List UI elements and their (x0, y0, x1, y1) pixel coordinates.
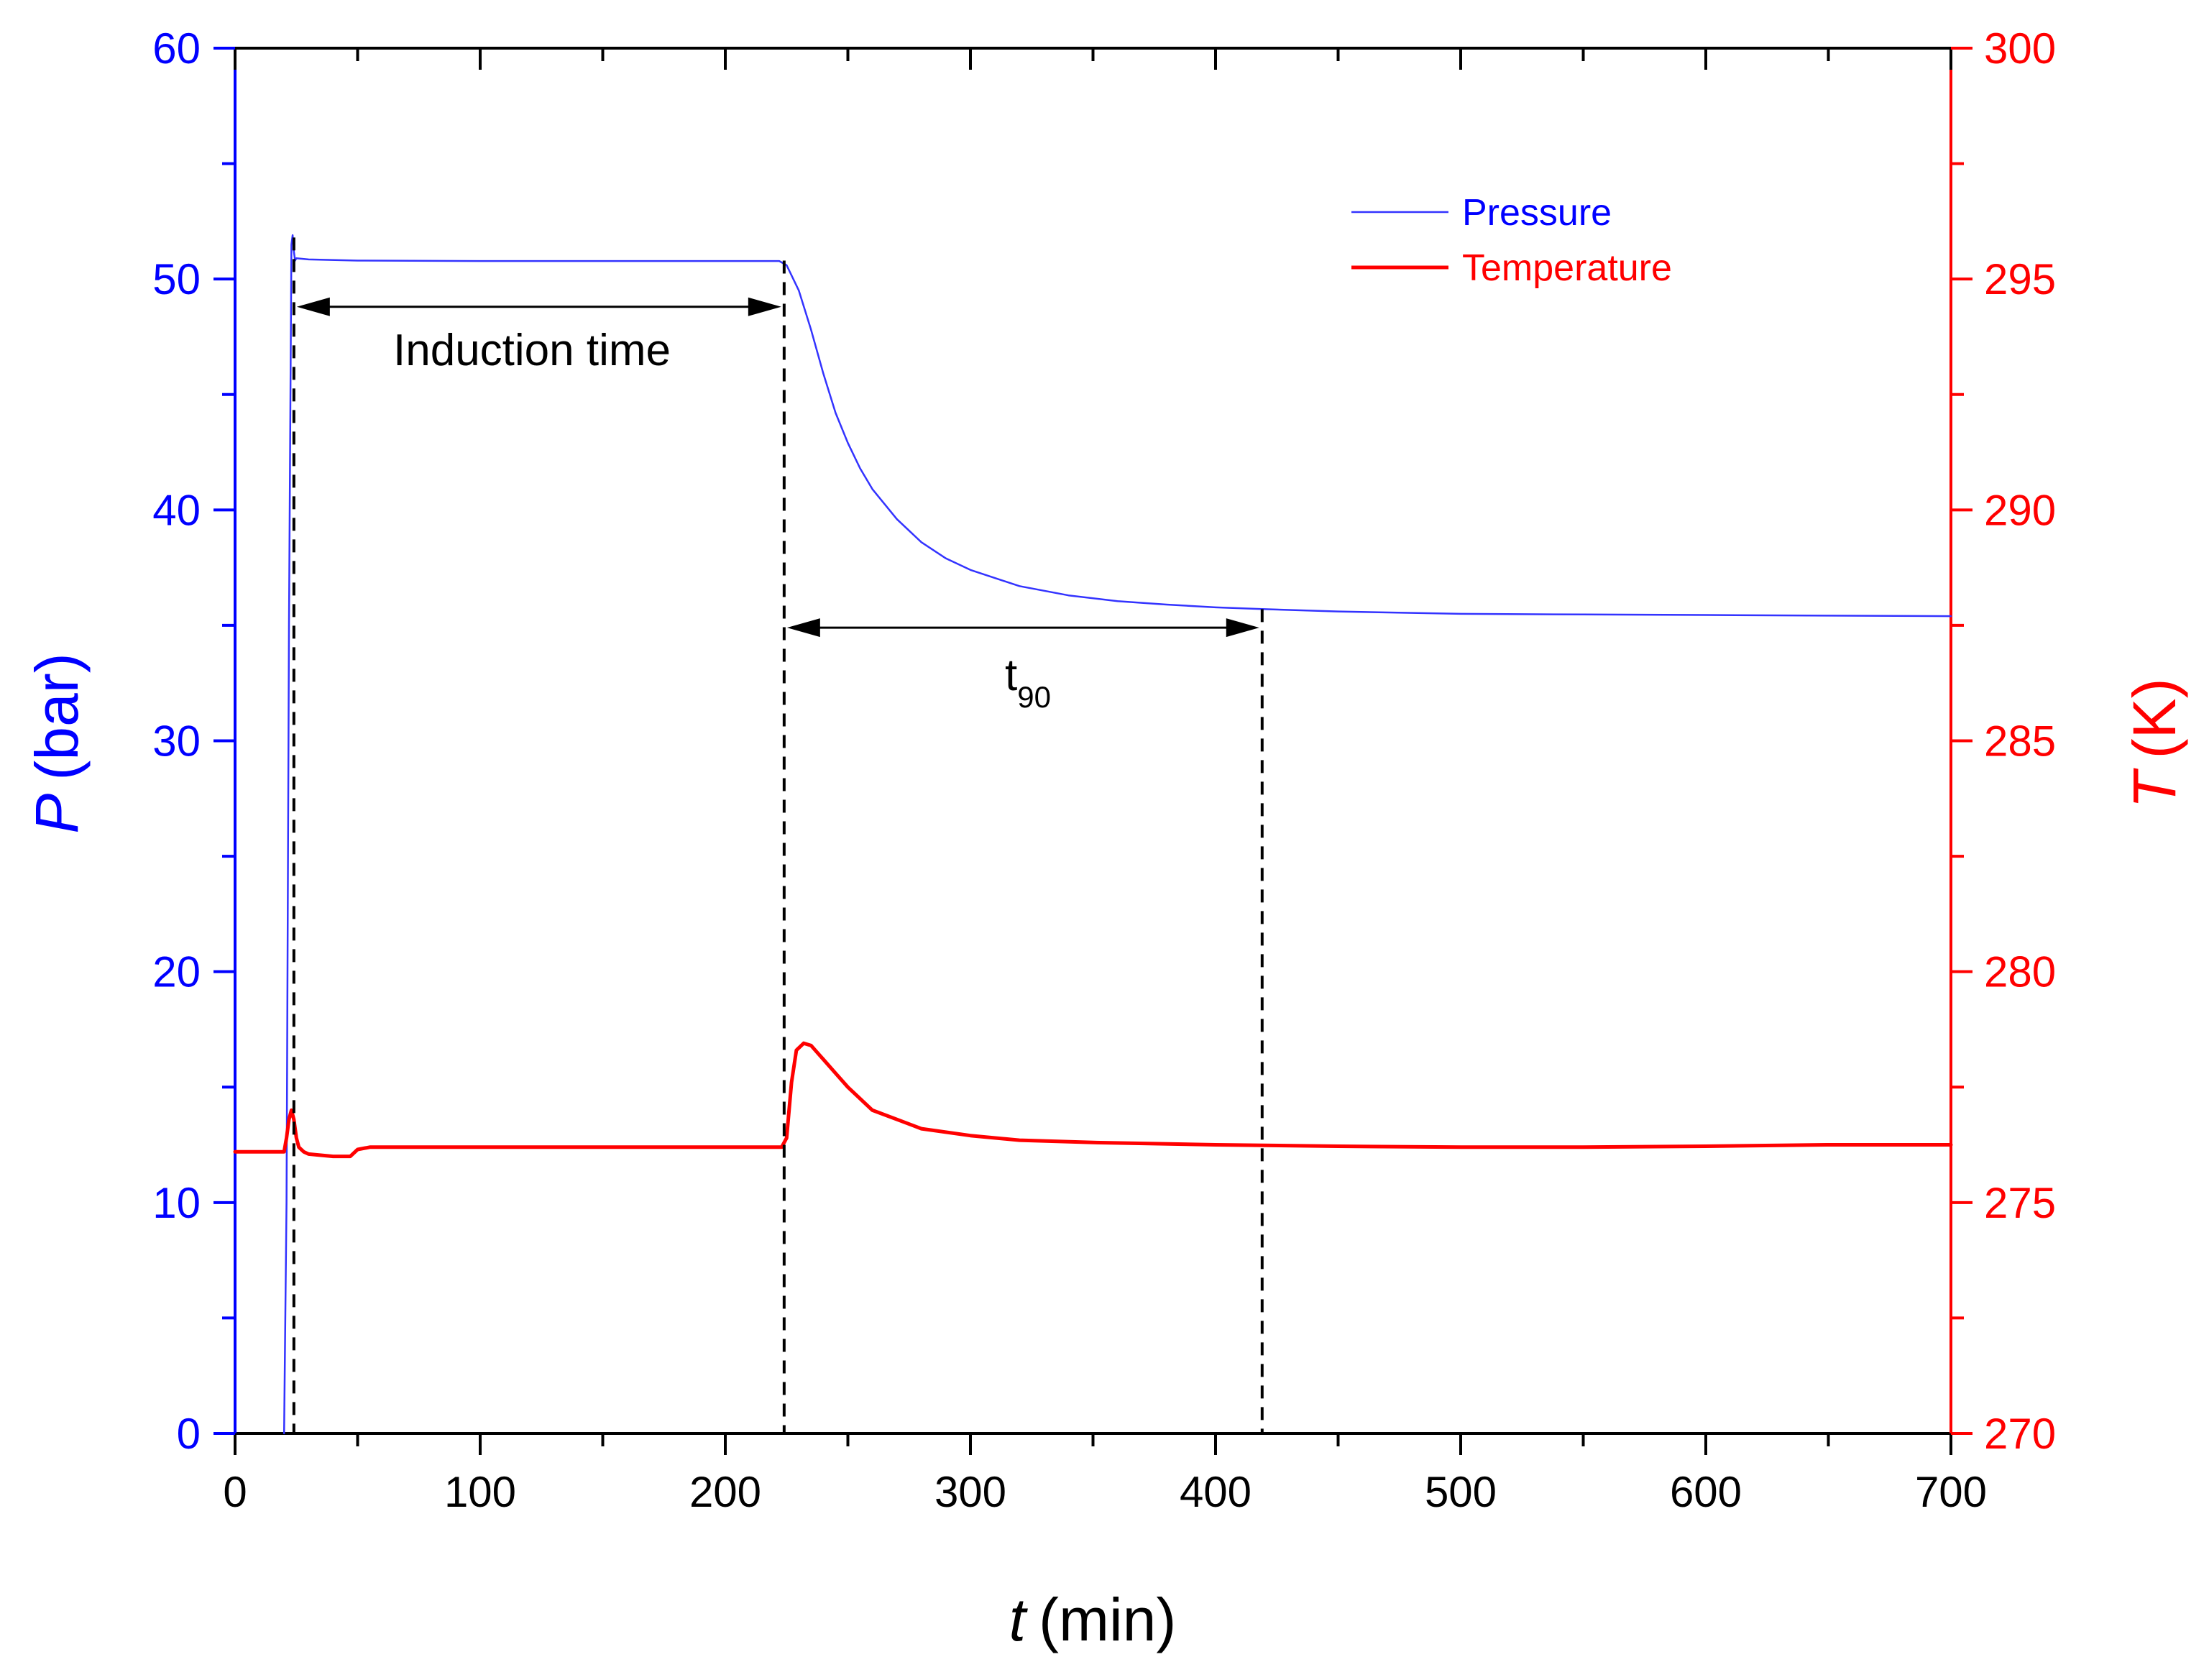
legend: Pressure Temperature (1351, 192, 1672, 289)
y-right-tick-label: 300 (1984, 24, 2056, 73)
y-axis-right-symbol: T (2121, 768, 2188, 809)
x-axis-title: t (min) (1009, 1586, 1177, 1653)
y-left-tick-label: 10 (152, 1179, 201, 1227)
t90-label-main: t (1005, 651, 1017, 700)
x-tick-label: 500 (1425, 1468, 1497, 1516)
plot-area: 0 100 200 300 400 500 600 700 0 10 20 30 40 50 60 270 27… (152, 24, 2056, 1516)
x-axis-symbol: t (1009, 1586, 1029, 1653)
x-tick-label: 700 (1915, 1468, 1987, 1516)
y-right-tick-label: 280 (1984, 948, 2056, 996)
pressure-series-line (283, 234, 1952, 1435)
y-left-tick-label: 0 (177, 1410, 201, 1458)
t90-label: t90 (1005, 651, 1051, 714)
legend-label-pressure: Pressure (1462, 192, 1612, 234)
y-axis-left-title: P (bar) (23, 653, 91, 833)
y-right-tick-label: 290 (1984, 486, 2056, 534)
y-left-tick-label: 50 (152, 255, 201, 303)
t90-label-sub: 90 (1017, 680, 1051, 714)
t90-arrow-head-left (786, 618, 820, 638)
induction-time-label: Induction time (393, 326, 671, 375)
y-left-tick-label: 60 (152, 24, 201, 73)
y-left-tick-label: 20 (152, 948, 201, 996)
x-axis-unit: (min) (1039, 1586, 1176, 1653)
y-axis-right-unit: (K) (2121, 678, 2188, 758)
y-right-tick-label: 295 (1984, 255, 2056, 303)
x-tick-label: 400 (1180, 1468, 1252, 1516)
y-left-tick-label: 40 (152, 486, 201, 534)
temperature-series-line (233, 1041, 1953, 1159)
induction-arrow-head-left (296, 297, 330, 316)
y-axis-right-title: T (K) (2121, 678, 2188, 808)
x-tick-label: 0 (223, 1468, 247, 1516)
x-tick-label: 100 (444, 1468, 516, 1516)
y-axis-left-symbol: P (23, 794, 91, 834)
y-right-tick-label: 275 (1984, 1179, 2056, 1227)
y-left-tick-label: 30 (152, 717, 201, 766)
y-right-tick-label: 270 (1984, 1410, 2056, 1458)
x-tick-label: 300 (934, 1468, 1006, 1516)
y-right-tick-label: 285 (1984, 717, 2056, 766)
legend-label-temperature: Temperature (1462, 247, 1672, 289)
x-tick-label: 200 (689, 1468, 761, 1516)
induction-arrow-head-right (748, 297, 781, 316)
x-tick-label: 600 (1670, 1468, 1742, 1516)
y-axis-left-unit: (bar) (23, 653, 91, 780)
t90-arrow-head-right (1226, 618, 1259, 638)
